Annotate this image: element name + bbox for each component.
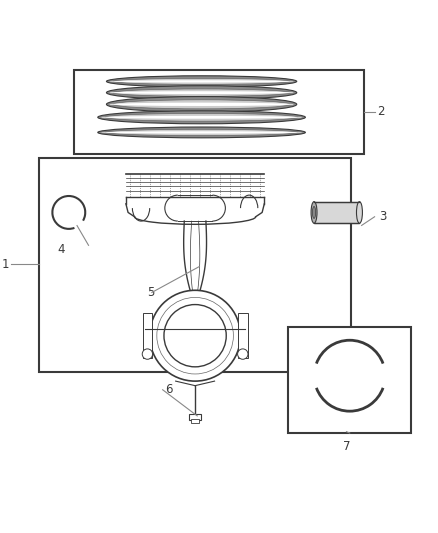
Ellipse shape bbox=[98, 127, 305, 138]
Ellipse shape bbox=[113, 89, 290, 96]
Ellipse shape bbox=[110, 91, 294, 94]
Ellipse shape bbox=[106, 86, 297, 100]
Circle shape bbox=[150, 290, 240, 381]
Ellipse shape bbox=[98, 111, 305, 124]
Bar bbox=[189, 414, 201, 420]
Ellipse shape bbox=[101, 116, 302, 119]
Circle shape bbox=[237, 349, 248, 359]
Bar bbox=[191, 419, 199, 423]
Ellipse shape bbox=[105, 114, 298, 121]
Ellipse shape bbox=[311, 201, 317, 223]
Circle shape bbox=[164, 304, 226, 367]
Text: 2: 2 bbox=[377, 105, 384, 118]
Text: 3: 3 bbox=[379, 210, 386, 223]
Ellipse shape bbox=[110, 103, 294, 106]
Ellipse shape bbox=[106, 76, 297, 87]
Ellipse shape bbox=[113, 100, 290, 109]
Bar bbox=[74, 70, 364, 154]
Ellipse shape bbox=[357, 201, 362, 223]
Bar bbox=[288, 327, 411, 433]
Ellipse shape bbox=[106, 96, 297, 112]
Bar bbox=[314, 201, 360, 223]
Text: 6: 6 bbox=[165, 383, 172, 396]
Bar bbox=[238, 313, 247, 358]
Text: 7: 7 bbox=[343, 440, 350, 454]
Ellipse shape bbox=[105, 130, 298, 135]
Bar bbox=[143, 313, 152, 358]
Text: 1: 1 bbox=[2, 258, 9, 271]
Ellipse shape bbox=[312, 206, 316, 219]
Circle shape bbox=[142, 349, 152, 359]
Ellipse shape bbox=[101, 131, 302, 134]
Ellipse shape bbox=[113, 78, 290, 84]
Ellipse shape bbox=[110, 80, 294, 83]
Text: 4: 4 bbox=[57, 243, 65, 256]
Bar bbox=[138, 304, 252, 367]
Bar bbox=[39, 158, 351, 373]
Text: 5: 5 bbox=[147, 286, 154, 299]
